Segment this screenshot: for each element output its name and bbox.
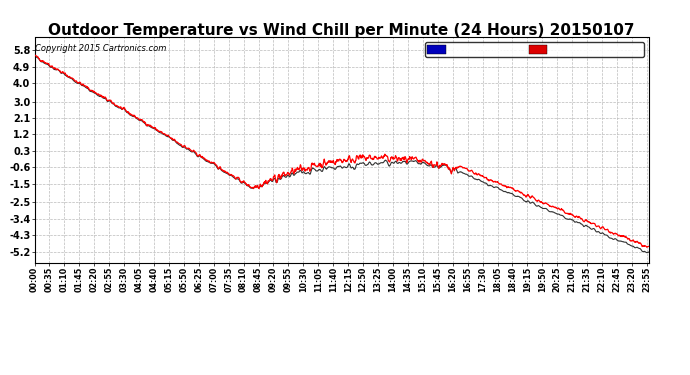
Text: Copyright 2015 Cartronics.com: Copyright 2015 Cartronics.com — [35, 44, 166, 53]
Title: Outdoor Temperature vs Wind Chill per Minute (24 Hours) 20150107: Outdoor Temperature vs Wind Chill per Mi… — [48, 22, 635, 38]
Legend: Wind Chill (°F), Temperature (°F): Wind Chill (°F), Temperature (°F) — [425, 42, 644, 57]
